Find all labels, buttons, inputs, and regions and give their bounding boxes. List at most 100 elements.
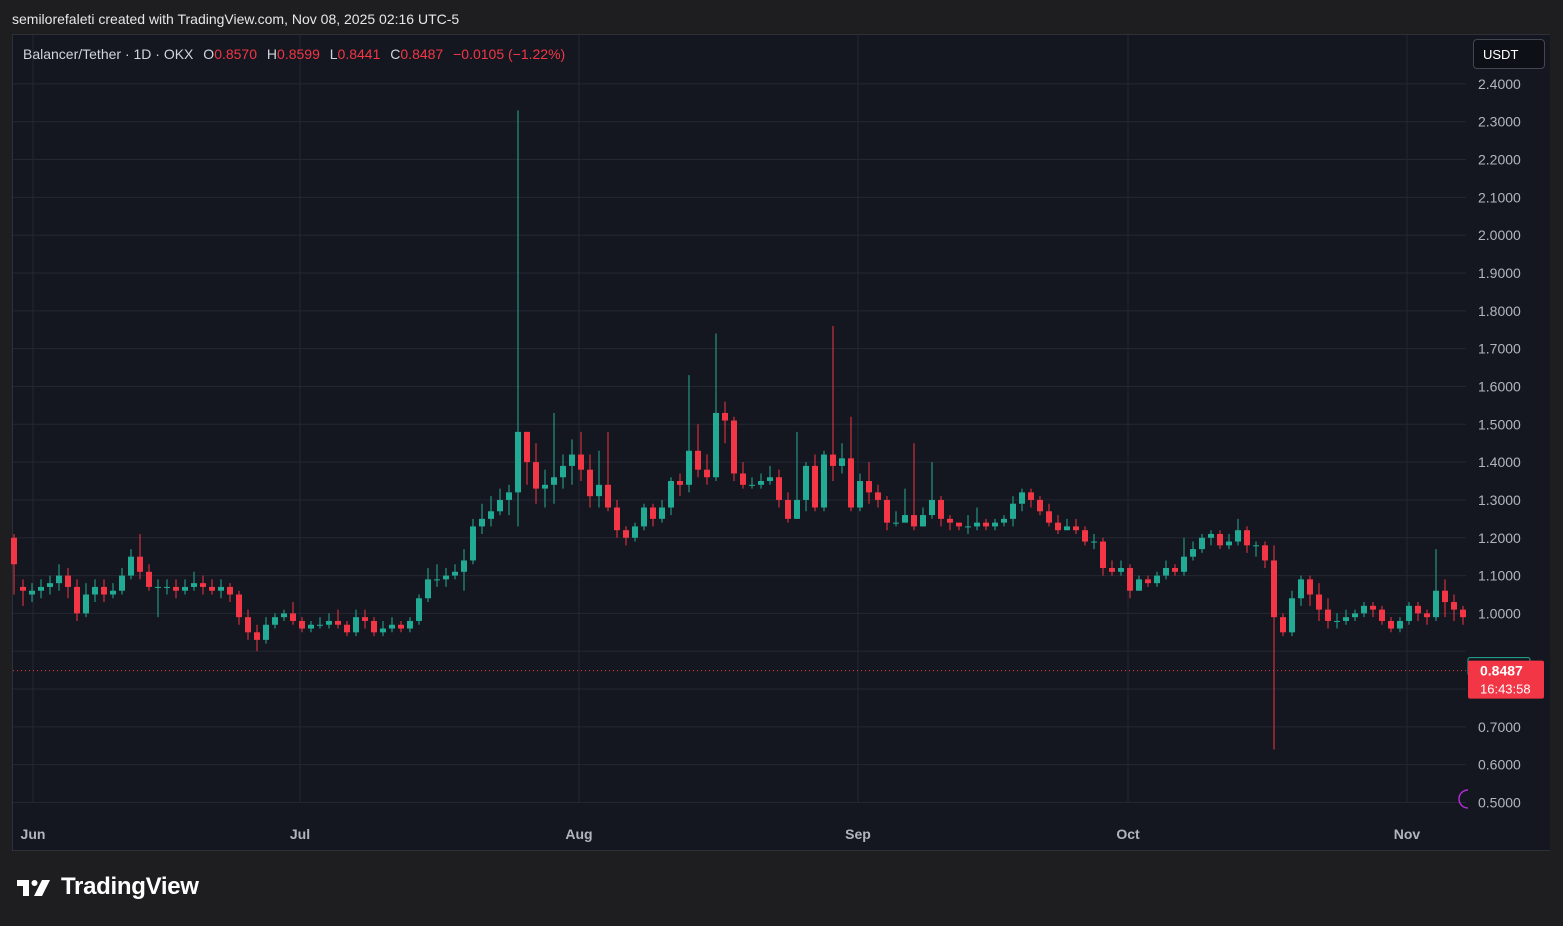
candle	[1118, 560, 1124, 576]
candle-body	[866, 481, 872, 493]
candle	[488, 496, 494, 527]
candle-body	[416, 598, 422, 621]
candle-body	[812, 465, 818, 508]
candle-body	[209, 586, 215, 591]
candle-body	[1289, 598, 1295, 633]
candle	[1019, 488, 1025, 512]
candle	[551, 412, 557, 504]
candle-body	[1037, 499, 1043, 512]
candle	[1235, 518, 1241, 546]
candle-body	[1235, 530, 1241, 542]
candle-body	[533, 462, 539, 489]
y-tick-label: 0.5000	[1478, 795, 1521, 811]
candle	[659, 499, 665, 523]
candle	[866, 462, 872, 504]
candle	[200, 575, 206, 595]
candle	[56, 564, 62, 591]
candle-body	[650, 507, 656, 519]
tradingview-brand[interactable]: TradingView	[15, 872, 199, 902]
candle-body	[632, 526, 638, 538]
candle	[929, 462, 935, 519]
candle-body	[1334, 620, 1340, 622]
candle	[416, 594, 422, 625]
candle	[677, 473, 683, 497]
candle-body	[326, 620, 332, 625]
candle-body	[1406, 605, 1412, 621]
candle	[641, 503, 647, 531]
y-tick-label: 2.1000	[1478, 189, 1521, 205]
candle	[1262, 541, 1268, 569]
candle-body	[137, 556, 143, 572]
candle	[434, 564, 440, 587]
currency-button[interactable]: USDT	[1473, 39, 1545, 69]
y-tick-label: 0.7000	[1478, 719, 1521, 735]
candle-body	[722, 412, 728, 421]
symbol-title: Balancer/Tether · 1D · OKX	[23, 46, 194, 62]
candle	[1244, 526, 1250, 553]
candle-body	[857, 481, 863, 508]
candle-body	[1046, 511, 1052, 523]
candle-body	[272, 617, 278, 625]
close-label: C	[390, 46, 401, 62]
candle-body	[110, 590, 116, 595]
candle	[47, 575, 53, 595]
candle-body	[767, 477, 773, 482]
candle-body	[1001, 518, 1007, 523]
candle	[92, 579, 98, 603]
candle	[1325, 598, 1331, 629]
candle-body	[947, 518, 953, 523]
candle	[605, 431, 611, 512]
candle-body	[1244, 530, 1250, 546]
candle	[920, 507, 926, 527]
candle-body	[470, 526, 476, 561]
y-tick-label: 2.2000	[1478, 152, 1521, 168]
candle-body	[1361, 605, 1367, 614]
candle	[317, 617, 323, 629]
candle	[515, 110, 521, 527]
candle	[1073, 518, 1079, 534]
candle	[119, 568, 125, 595]
candle-body	[569, 454, 575, 466]
candle-body	[695, 450, 701, 470]
candle	[749, 477, 755, 489]
candle	[785, 492, 791, 523]
candle-body	[884, 499, 890, 523]
candle-body	[191, 583, 197, 587]
candles-layer	[11, 110, 1466, 750]
candle	[1379, 605, 1385, 625]
candle	[263, 617, 269, 644]
candle-body	[893, 522, 899, 524]
candle-body	[461, 560, 467, 572]
candle-body	[731, 420, 737, 474]
candle-body	[65, 575, 71, 587]
candle-body	[362, 617, 368, 621]
candle	[848, 416, 854, 512]
change-value: −0.0105 (−1.22%)	[453, 46, 566, 62]
candle	[776, 469, 782, 508]
high-label: H	[266, 46, 278, 62]
candle	[11, 533, 17, 595]
candle	[821, 450, 827, 512]
candle-body	[299, 620, 305, 629]
candle	[470, 518, 476, 565]
candle	[209, 579, 215, 595]
y-tick-label: 2.4000	[1478, 76, 1521, 92]
candle	[560, 454, 566, 489]
candle	[1253, 541, 1259, 557]
candle	[722, 401, 728, 444]
candle-body	[407, 620, 413, 629]
candle	[1163, 560, 1169, 580]
candle-body	[1433, 590, 1439, 618]
candle	[218, 579, 224, 599]
countdown-label: 16:43:58	[1480, 682, 1531, 697]
candle	[353, 609, 359, 637]
candle	[308, 620, 314, 633]
y-tick-label: 1.1000	[1478, 568, 1521, 584]
candle-body	[596, 484, 602, 497]
candle-body	[83, 594, 89, 614]
candle	[1046, 503, 1052, 527]
candle-body	[938, 499, 944, 519]
candle	[1181, 537, 1187, 576]
candle-body	[1082, 530, 1088, 542]
